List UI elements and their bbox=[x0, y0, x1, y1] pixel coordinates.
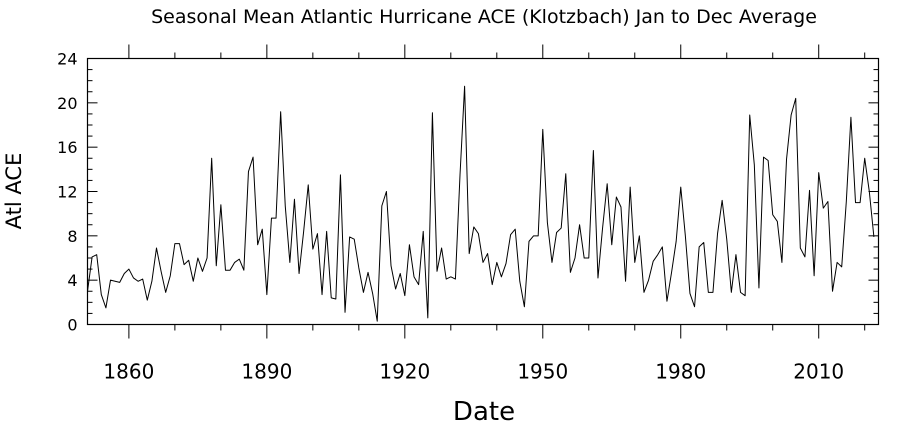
x-axis-label: Date bbox=[453, 397, 515, 424]
x-tick-label: 1860 bbox=[103, 360, 154, 384]
y-tick-label: 20 bbox=[57, 94, 77, 113]
y-tick-label: 4 bbox=[67, 271, 77, 290]
x-tick-labels: 1860 1890 1920 1950 1980 2010 bbox=[103, 360, 844, 384]
y-axis-label: Atl ACE bbox=[2, 153, 26, 230]
y-tick-label: 8 bbox=[67, 227, 77, 246]
x-tick-label: 1890 bbox=[241, 360, 292, 384]
axis-ticks bbox=[87, 44, 879, 339]
y-tick-label: 24 bbox=[57, 50, 77, 69]
plot-frame bbox=[86, 57, 880, 326]
x-tick-label: 2010 bbox=[793, 360, 844, 384]
y-tick-label: 16 bbox=[57, 138, 77, 157]
chart-title: Seasonal Mean Atlantic Hurricane ACE (Kl… bbox=[151, 6, 817, 28]
y-tick-label: 12 bbox=[57, 183, 77, 202]
series-line-atl-ace bbox=[87, 85, 875, 322]
x-tick-label: 1980 bbox=[655, 360, 706, 384]
y-tick-labels: 0 4 8 12 16 20 24 bbox=[57, 50, 77, 335]
y-tick-label: 0 bbox=[67, 316, 77, 335]
x-tick-label: 1950 bbox=[517, 360, 568, 384]
x-tick-label: 1920 bbox=[379, 360, 430, 384]
